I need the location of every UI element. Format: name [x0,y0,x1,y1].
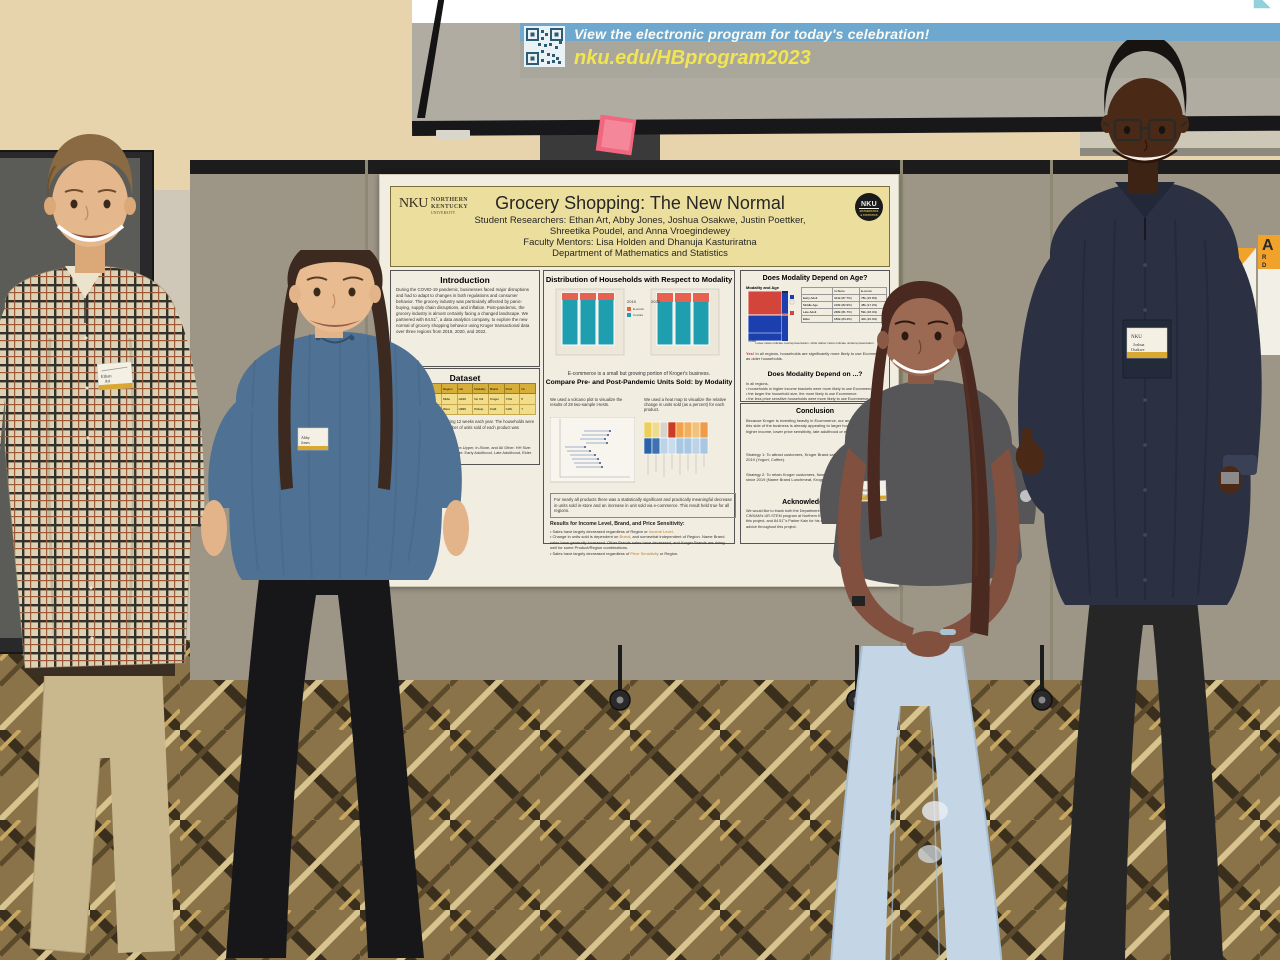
svg-text:NKU: NKU [1131,335,1142,340]
svg-text:Art: Art [104,378,111,383]
svg-text:Osakwe: Osakwe [1131,347,1145,352]
svg-text:Jones: Jones [301,440,310,445]
